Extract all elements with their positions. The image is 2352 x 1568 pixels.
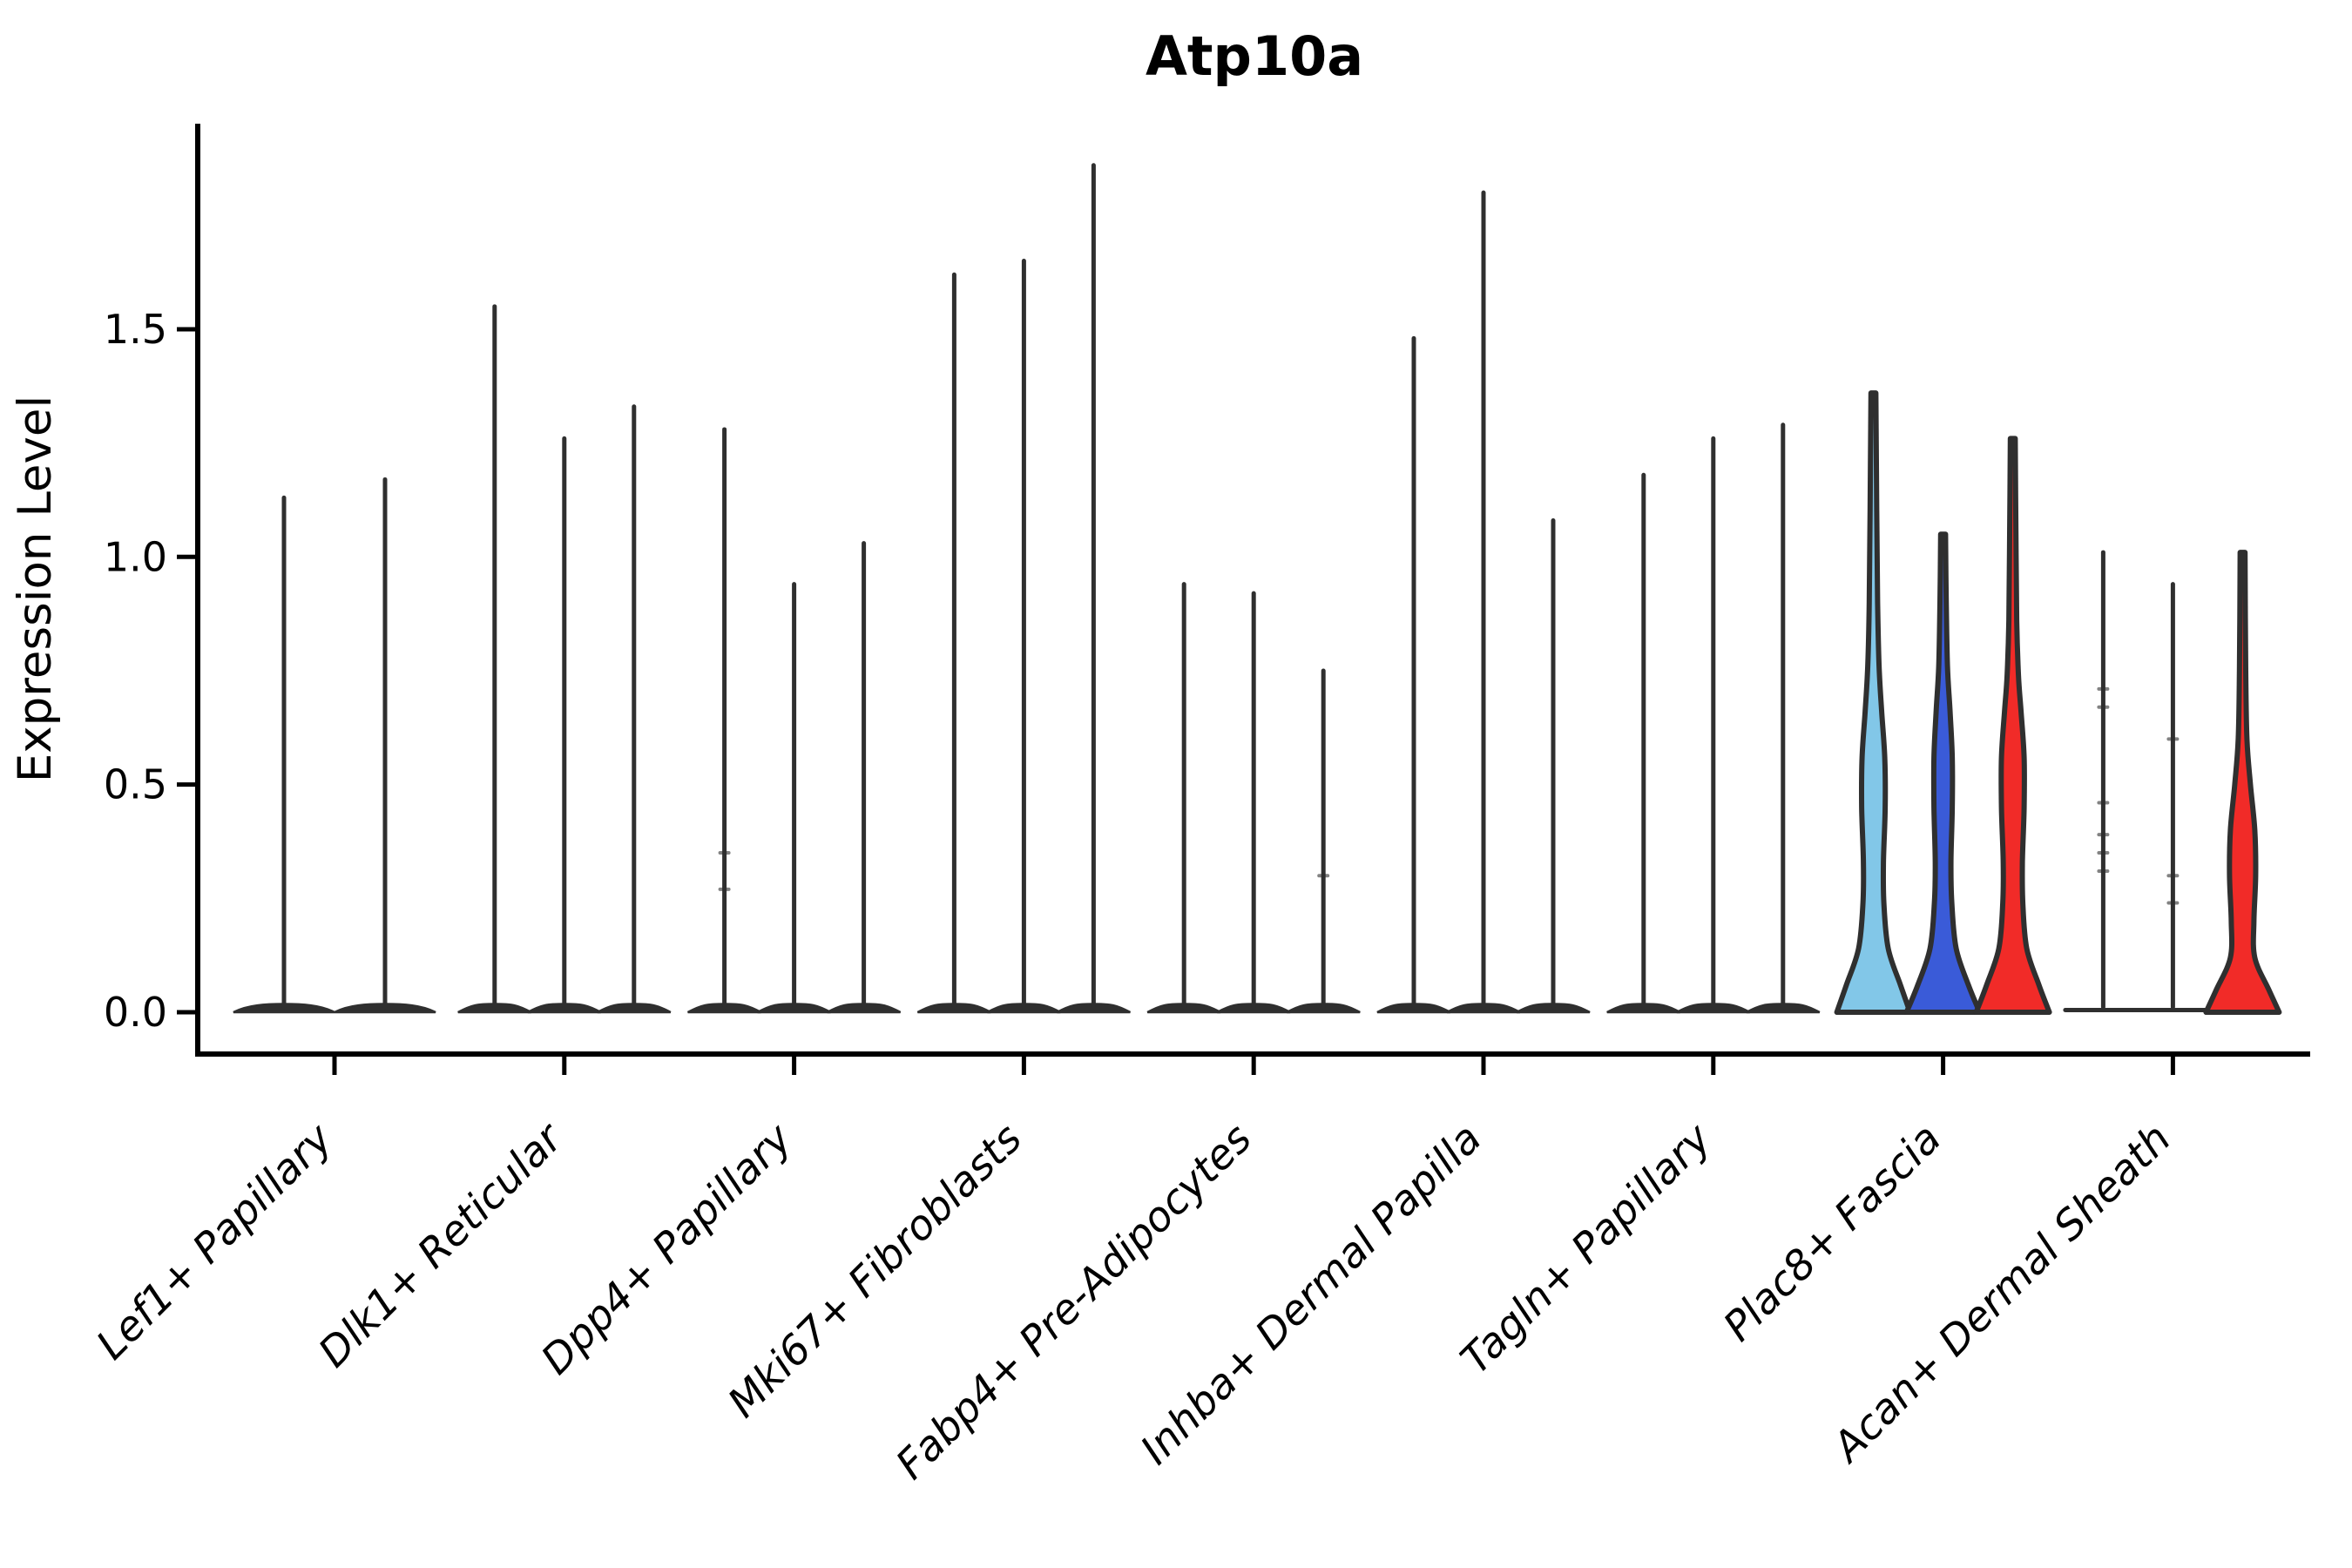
violin-acan-dermal-sheath-1-point-1: [2097, 868, 2110, 873]
violin-acan-dermal-sheath-3: [2203, 550, 2282, 1015]
violin-acan-dermal-sheath-2-point-3: [2166, 737, 2180, 741]
violins-layer: [233, 163, 2282, 1015]
violin-acan-dermal-sheath-2-point-1: [2166, 901, 2180, 905]
violin-acan-dermal-sheath-1-point-3: [2097, 833, 2110, 837]
y-tick-label-1.0: 1.0: [104, 533, 167, 580]
chart-title: Atp10a: [1146, 24, 1363, 88]
violin-acan-dermal-sheath-1-point-6: [2097, 686, 2110, 691]
violin-acan-dermal-sheath-1-point-4: [2097, 801, 2110, 805]
violin-plac8-fascia-1: [1834, 390, 1913, 1015]
violin-fabp4-pre-adipocytes-3-point-1: [1317, 874, 1330, 878]
violin-acan-dermal-sheath-2-base: [2132, 1008, 2213, 1012]
y-axis-label: Expression Level: [9, 395, 62, 782]
y-tick-label-1.5: 1.5: [104, 306, 167, 353]
violin-plac8-fascia-2: [1903, 531, 1983, 1015]
violin-acan-dermal-sheath-2-point-2: [2166, 874, 2180, 878]
y-tick-label-0.5: 0.5: [104, 761, 167, 808]
violin-plac8-fascia-3: [1973, 436, 2052, 1015]
violin-acan-dermal-sheath-1-base: [2063, 1008, 2144, 1012]
violin-dpp4-papillary-1-point-1: [718, 887, 731, 891]
y-tick-label-0.0: 0.0: [104, 989, 167, 1036]
violin-acan-dermal-sheath-1-point-2: [2097, 851, 2110, 855]
violin-acan-dermal-sheath-1-point-5: [2097, 705, 2110, 709]
violin-dpp4-papillary-1-point-2: [718, 851, 731, 855]
